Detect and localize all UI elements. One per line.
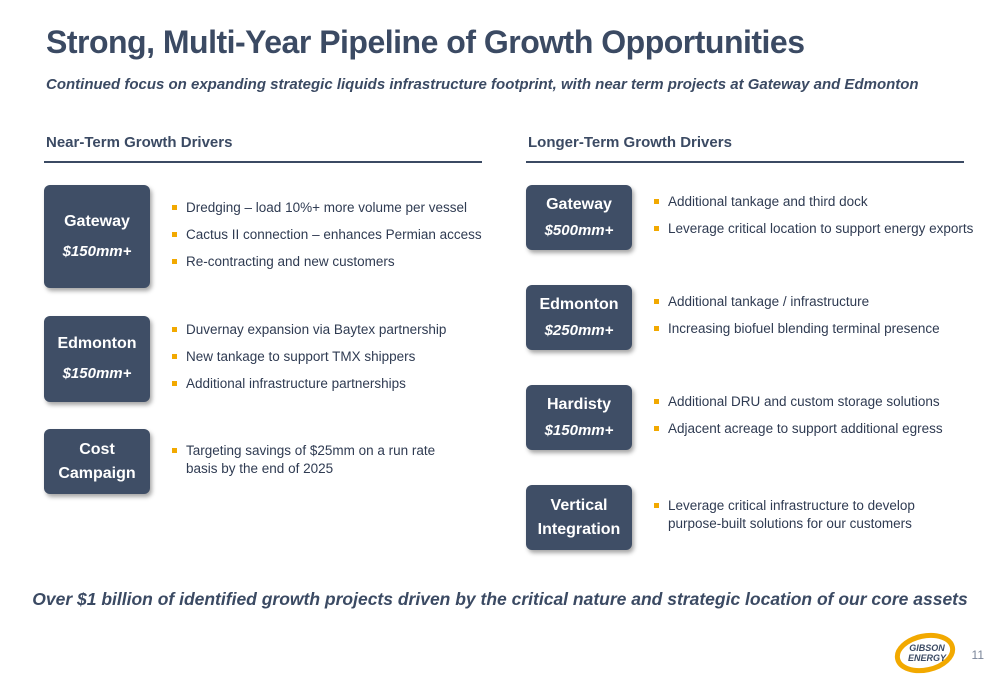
longer-term-box-gateway: Gateway $500mm+ [526, 185, 632, 250]
bullet-square-icon [654, 199, 659, 204]
bullet-square-icon [172, 327, 177, 332]
box-name: Hardisty [546, 395, 612, 413]
box-name: Gateway [64, 212, 130, 230]
box-name-line2: Campaign [58, 464, 136, 482]
bullet-item: Duvernay expansion via Baytex partnershi… [172, 321, 482, 339]
near-term-box-gateway: Gateway $150mm+ [44, 185, 150, 288]
near-term-edmonton-bullets: Duvernay expansion via Baytex partnershi… [172, 321, 482, 402]
box-amount: $500mm+ [544, 221, 614, 239]
box-amount: $250mm+ [544, 321, 614, 339]
near-term-heading: Near-Term Growth Drivers [46, 134, 233, 151]
longer-term-heading: Longer-Term Growth Drivers [528, 134, 732, 151]
bullet-square-icon [172, 354, 177, 359]
bullet-item: Leverage critical location to support en… [654, 220, 984, 238]
logo-text-line2: ENERGY [908, 653, 947, 663]
bullet-item: Re-contracting and new customers [172, 253, 482, 271]
box-amount: $150mm+ [62, 242, 132, 260]
bullet-item: Leverage critical infrastructure to deve… [654, 497, 944, 533]
box-amount: $150mm+ [544, 421, 614, 439]
longer-term-divider [526, 161, 964, 163]
bullet-item: Additional infrastructure partnerships [172, 375, 482, 393]
longer-term-box-hardisty: Hardisty $150mm+ [526, 385, 632, 450]
bullet-item: Targeting savings of $25mm on a run rate… [172, 442, 462, 478]
bullet-square-icon [172, 205, 177, 210]
gibson-energy-logo: GIBSON ENERGY [894, 632, 956, 674]
near-term-box-cost-campaign: Cost Campaign [44, 429, 150, 494]
bullet-item: Additional tankage and third dock [654, 193, 984, 211]
bullet-square-icon [654, 503, 659, 508]
logo-ring-icon [894, 632, 956, 674]
near-term-divider [44, 161, 482, 163]
page-title: Strong, Multi-Year Pipeline of Growth Op… [46, 24, 805, 60]
bullet-square-icon [172, 381, 177, 386]
longer-term-gateway-bullets: Additional tankage and third dock Levera… [654, 193, 984, 247]
bullet-square-icon [654, 226, 659, 231]
near-term-gateway-bullets: Dredging – load 10%+ more volume per ves… [172, 199, 482, 280]
bullet-square-icon [172, 232, 177, 237]
bullet-item: Increasing biofuel blending terminal pre… [654, 320, 984, 338]
box-name: Edmonton [539, 295, 619, 313]
bullet-item: Adjacent acreage to support additional e… [654, 420, 984, 438]
bullet-item: Additional tankage / infrastructure [654, 293, 984, 311]
longer-term-edmonton-bullets: Additional tankage / infrastructure Incr… [654, 293, 984, 347]
near-term-cost-bullets: Targeting savings of $25mm on a run rate… [172, 442, 462, 487]
logo-text-line1: GIBSON [909, 643, 945, 653]
box-name-line2: Integration [537, 520, 621, 538]
box-name-line1: Cost [79, 440, 115, 458]
bullet-square-icon [654, 399, 659, 404]
bullet-item: Additional DRU and custom storage soluti… [654, 393, 984, 411]
bullet-square-icon [172, 448, 177, 453]
summary-statement: Over $1 billion of identified growth pro… [32, 589, 968, 609]
page-number: 11 [971, 648, 984, 662]
page-subtitle: Continued focus on expanding strategic l… [46, 76, 919, 93]
box-amount: $150mm+ [62, 365, 132, 382]
near-term-box-edmonton: Edmonton $150mm+ [44, 316, 150, 402]
longer-term-hardisty-bullets: Additional DRU and custom storage soluti… [654, 393, 984, 447]
bullet-item: Cactus II connection – enhances Permian … [172, 226, 482, 244]
longer-term-vertical-bullets: Leverage critical infrastructure to deve… [654, 497, 944, 542]
longer-term-box-vertical-integration: Vertical Integration [526, 485, 632, 550]
box-name: Edmonton [57, 335, 137, 352]
bullet-square-icon [172, 259, 177, 264]
bullet-item: Dredging – load 10%+ more volume per ves… [172, 199, 482, 217]
bullet-square-icon [654, 426, 659, 431]
box-name-line1: Vertical [550, 496, 608, 514]
bullet-square-icon [654, 326, 659, 331]
bullet-square-icon [654, 299, 659, 304]
box-name: Gateway [546, 195, 612, 213]
bullet-item: New tankage to support TMX shippers [172, 348, 482, 366]
longer-term-box-edmonton: Edmonton $250mm+ [526, 285, 632, 350]
